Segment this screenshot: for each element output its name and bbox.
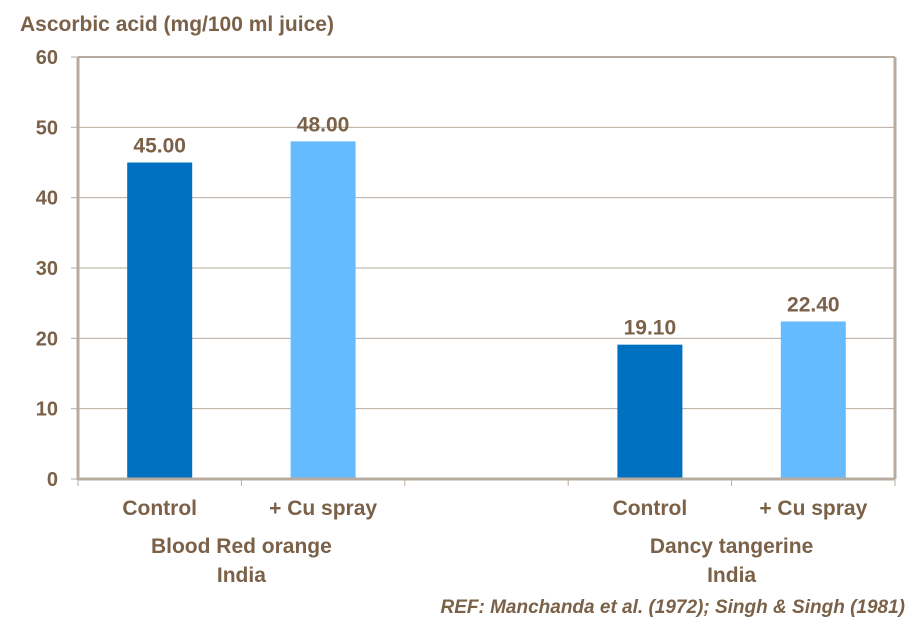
y-tick-label: 10 — [36, 399, 58, 421]
x-group-label: Dancy tangerine — [650, 535, 813, 558]
y-tick-label: 50 — [36, 117, 58, 139]
x-category-label: Control — [613, 497, 688, 520]
y-axis-ticks: 0 10 20 30 40 50 60 — [36, 47, 78, 491]
y-tick-label: 20 — [36, 328, 58, 350]
x-group-sublabel: India — [217, 564, 266, 587]
y-tick-label: 0 — [47, 469, 58, 491]
data-label: 19.10 — [624, 317, 677, 340]
bar — [127, 162, 193, 479]
reference-note: REF: Manchanda et al. (1972); Singh & Si… — [440, 597, 905, 618]
gridlines — [78, 56, 895, 410]
data-label: 45.00 — [133, 135, 186, 158]
axes — [76, 56, 897, 486]
x-group-label: Blood Red orange — [151, 535, 332, 558]
bar — [780, 321, 846, 479]
x-category-label: + Cu spray — [269, 497, 377, 520]
bar — [617, 344, 683, 479]
x-group-sublabel: India — [707, 564, 756, 587]
x-category-label: Control — [122, 497, 197, 520]
x-category-label: + Cu spray — [759, 497, 867, 520]
y-tick-label: 60 — [36, 47, 58, 69]
data-label: 48.00 — [297, 113, 350, 136]
y-tick-label: 40 — [36, 188, 58, 210]
y-axis-title: Ascorbic acid (mg/100 ml juice) — [20, 13, 334, 36]
bar — [290, 141, 356, 479]
data-label: 22.40 — [787, 293, 840, 316]
x-axis-labels: Control + Cu spray Control + Cu spray Blood … — [122, 497, 867, 587]
bars: 45.00 48.00 19.10 22.40 — [127, 113, 846, 479]
y-tick-label: 30 — [36, 258, 58, 280]
